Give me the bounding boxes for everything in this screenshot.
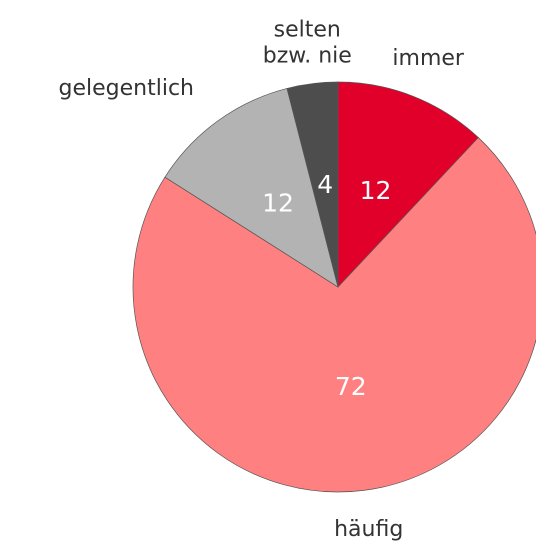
category-label: immer [392,46,464,72]
value-label: 72 [335,372,367,401]
category-label: selten bzw. nie [262,17,352,69]
pie-slice [286,81,339,288]
category-label: gelegentlich [58,75,194,101]
value-label: 12 [360,176,392,205]
pie-slice [164,88,339,288]
value-label: 12 [262,188,294,217]
value-label: 4 [317,170,333,199]
category-label: häufig [334,516,404,542]
pie-slice [337,81,479,288]
pie-slice [132,137,536,493]
